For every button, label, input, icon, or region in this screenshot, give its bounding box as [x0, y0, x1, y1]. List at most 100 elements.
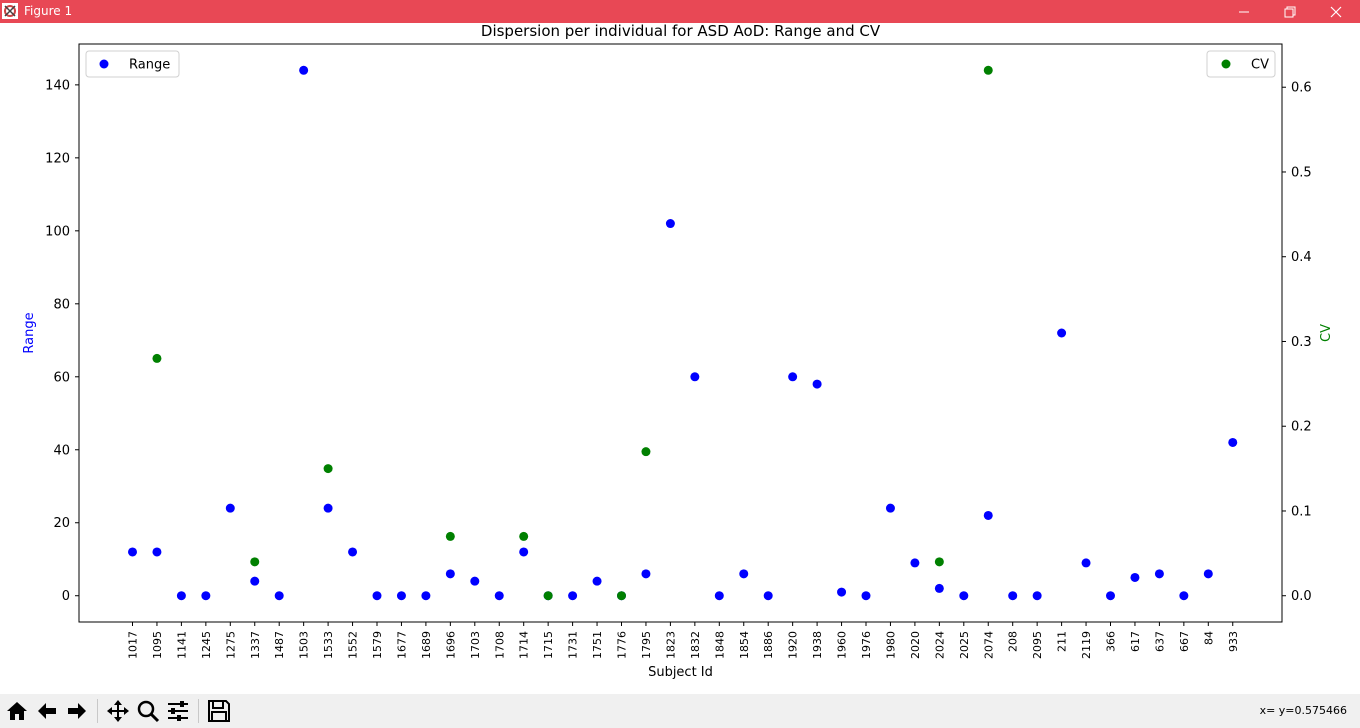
- home-button[interactable]: [3, 697, 31, 725]
- x-tick-label: 1823: [664, 631, 677, 659]
- x-tick-label: 617: [1129, 631, 1142, 652]
- toolbar-separator: [97, 699, 98, 723]
- y2-tick-label: 0.2: [1291, 420, 1312, 435]
- legend-range-label: Range: [129, 58, 170, 73]
- x-tick-label: 2119: [1080, 631, 1093, 659]
- x-tick-label: 1960: [836, 631, 849, 659]
- x-tick-label: 1776: [616, 631, 629, 659]
- range-point: [470, 576, 480, 586]
- range-point: [1081, 558, 1091, 568]
- x-tick-label: 1141: [175, 631, 188, 659]
- x-tick-label: 1751: [591, 631, 604, 659]
- range-point: [372, 591, 382, 601]
- cv-point: [543, 591, 553, 601]
- cv-point: [323, 464, 333, 474]
- y2-tick-label: 0.0: [1291, 589, 1312, 604]
- range-point: [837, 587, 847, 597]
- x-tick-label: 1275: [224, 631, 237, 659]
- range-point: [714, 591, 724, 601]
- x-tick-label: 637: [1153, 631, 1166, 652]
- range-point: [519, 547, 529, 557]
- x-tick-label: 2025: [958, 631, 971, 659]
- close-button[interactable]: [1313, 0, 1359, 23]
- x-tick-label: 1795: [640, 631, 653, 659]
- x-tick-label: 1017: [127, 631, 140, 659]
- x-tick-label: 2020: [909, 631, 922, 659]
- range-point: [1130, 572, 1140, 582]
- range-point: [176, 591, 186, 601]
- x-tick-label: 2074: [982, 631, 995, 659]
- x-tick-label: 1487: [273, 631, 286, 659]
- x-tick-label: 2095: [1031, 631, 1044, 659]
- save-button[interactable]: [205, 697, 233, 725]
- range-point: [690, 372, 700, 382]
- minimize-icon: [1239, 11, 1249, 12]
- legend-cv-marker: [1221, 59, 1231, 69]
- x-tick-label: 84: [1202, 631, 1215, 645]
- zoom-icon: [137, 700, 160, 723]
- range-point: [201, 591, 211, 601]
- y2-tick-label: 0.4: [1291, 250, 1312, 265]
- home-icon: [7, 702, 27, 720]
- chart-title: Dispersion per individual for ASD AoD: R…: [481, 23, 881, 40]
- y2-tick-label: 0.1: [1291, 504, 1312, 519]
- x-tick-label: 1533: [322, 631, 335, 659]
- plot-frame: [78, 43, 1283, 623]
- x-tick-label: 1715: [542, 631, 555, 659]
- range-point: [910, 558, 920, 568]
- x-tick-label: 1920: [787, 631, 800, 659]
- range-point: [739, 569, 749, 579]
- pan-button[interactable]: [104, 697, 132, 725]
- range-point: [1154, 569, 1164, 579]
- cv-point: [152, 353, 162, 363]
- x-tick-label: 933: [1227, 631, 1240, 652]
- window-title: Figure 1: [24, 4, 73, 18]
- y2-tick-label: 0.6: [1291, 81, 1312, 96]
- range-point: [812, 379, 822, 389]
- range-point: [641, 569, 651, 579]
- range-point: [445, 569, 455, 579]
- range-point: [763, 591, 773, 601]
- range-point: [225, 503, 235, 513]
- matplotlib-app-icon: [2, 3, 18, 19]
- legend-cv-box: [1206, 50, 1276, 78]
- pan-icon: [107, 700, 129, 722]
- x-tick-label: 1980: [884, 631, 897, 659]
- x-tick-label: 1854: [738, 631, 751, 659]
- range-point: [494, 591, 504, 601]
- figure-canvas[interactable]: Dispersion per individual for ASD AoD: R…: [0, 22, 1360, 694]
- range-point: [250, 576, 260, 586]
- range-point: [885, 503, 895, 513]
- y2-axis-label: CV: [1319, 324, 1334, 342]
- chart-svg: Dispersion per individual for ASD AoD: R…: [22, 22, 1334, 680]
- forward-button[interactable]: [63, 697, 91, 725]
- range-point: [1008, 591, 1018, 601]
- back-button[interactable]: [33, 697, 61, 725]
- close-icon: [1330, 6, 1342, 17]
- legend-cv-label: CV: [1251, 58, 1269, 73]
- x-tick-label: 1552: [347, 631, 360, 659]
- range-point: [348, 547, 358, 557]
- x-tick-label: 1708: [493, 631, 506, 659]
- legend-range-marker: [99, 59, 109, 69]
- configure-subplots-button[interactable]: [164, 697, 192, 725]
- range-point: [983, 510, 993, 520]
- cv-point: [445, 531, 455, 541]
- cv-point: [983, 65, 993, 75]
- y-axis-label: Range: [22, 312, 37, 353]
- cv-point: [519, 531, 529, 541]
- range-point: [959, 591, 969, 601]
- x-tick-label: 1938: [811, 631, 824, 659]
- range-point: [861, 591, 871, 601]
- x-tick-label: 208: [1007, 631, 1020, 652]
- y-tick-label: 60: [53, 370, 70, 385]
- maximize-button[interactable]: [1267, 0, 1313, 23]
- window-titlebar: Figure 1: [0, 0, 1360, 23]
- x-tick-label: 1731: [567, 631, 580, 659]
- range-point: [1057, 328, 1067, 338]
- back-arrow-icon: [38, 703, 56, 719]
- x-tick-label: 1832: [689, 631, 702, 659]
- minimize-button[interactable]: [1221, 0, 1267, 23]
- x-tick-label: 1503: [298, 631, 311, 659]
- zoom-button[interactable]: [134, 697, 162, 725]
